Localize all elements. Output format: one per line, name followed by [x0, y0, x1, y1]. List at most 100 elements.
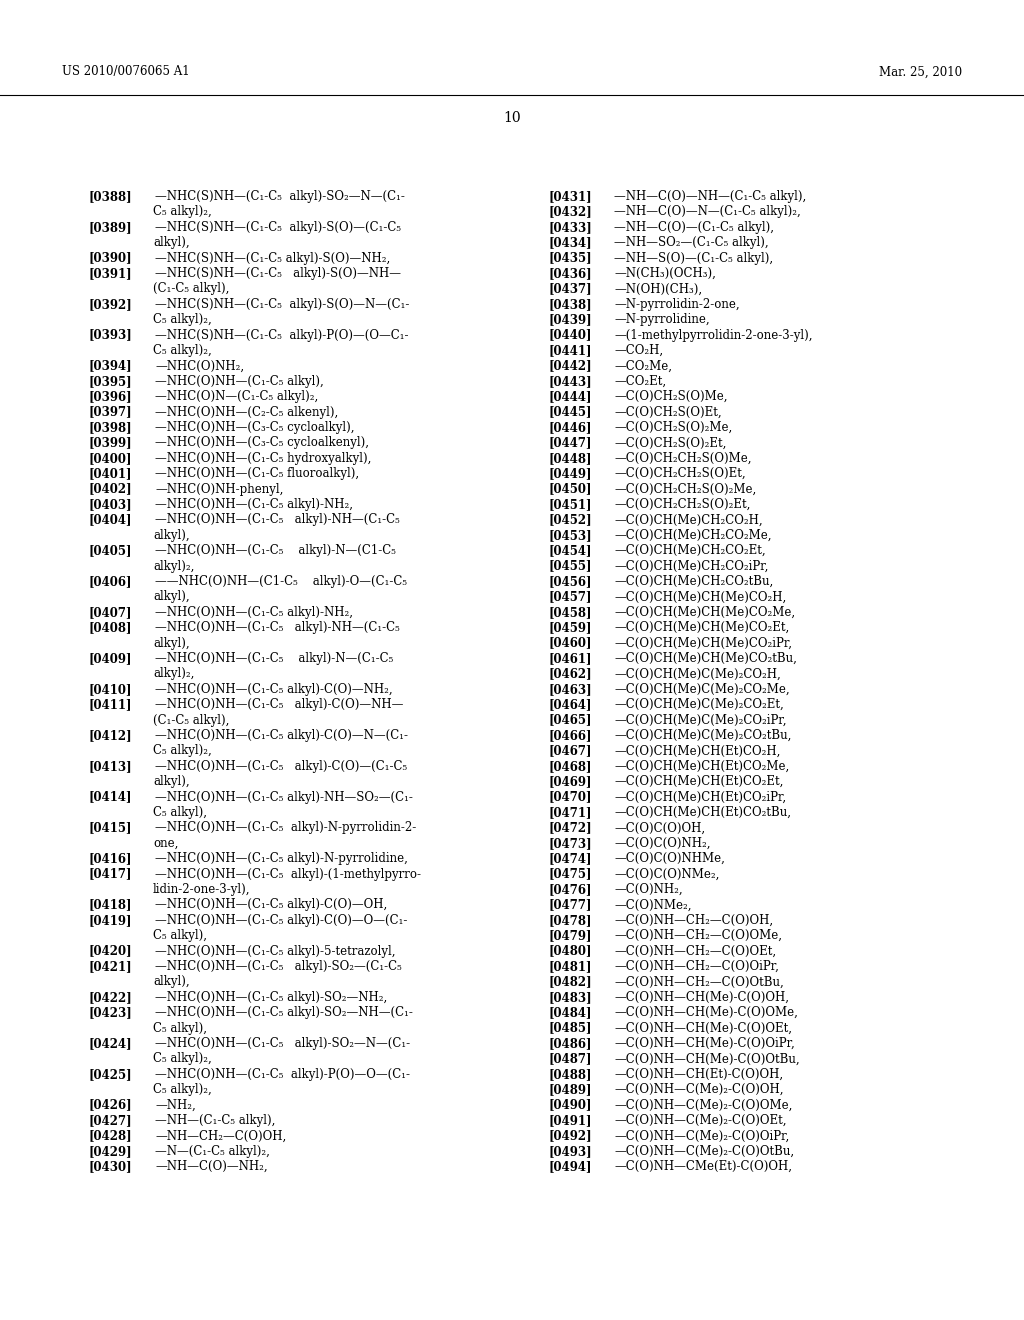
Text: alkyl),: alkyl), [153, 529, 189, 541]
Text: [0423]: [0423] [88, 1006, 132, 1019]
Text: —NHC(O)NH—(C₁-C₅    alkyl)-N—(C₁-C₅: —NHC(O)NH—(C₁-C₅ alkyl)-N—(C₁-C₅ [155, 652, 393, 665]
Text: —NH—S(O)—(C₁-C₅ alkyl),: —NH—S(O)—(C₁-C₅ alkyl), [614, 252, 773, 264]
Text: [0456]: [0456] [548, 576, 592, 587]
Text: [0422]: [0422] [88, 991, 132, 1003]
Text: [0421]: [0421] [88, 960, 132, 973]
Text: [0481]: [0481] [548, 960, 592, 973]
Text: —NHC(O)NH—(C₁-C₅    alkyl)-N—(C1-C₅: —NHC(O)NH—(C₁-C₅ alkyl)-N—(C1-C₅ [155, 544, 396, 557]
Text: —NH—C(O)—N—(C₁-C₅ alkyl)₂,: —NH—C(O)—N—(C₁-C₅ alkyl)₂, [614, 206, 801, 218]
Text: Mar. 25, 2010: Mar. 25, 2010 [879, 66, 962, 78]
Text: —NHC(O)NH—(C₂-C₅ alkenyl),: —NHC(O)NH—(C₂-C₅ alkenyl), [155, 405, 338, 418]
Text: —NH—(C₁-C₅ alkyl),: —NH—(C₁-C₅ alkyl), [155, 1114, 275, 1127]
Text: [0459]: [0459] [548, 622, 592, 634]
Text: —NHC(O)NH—(C₁-C₅ alkyl)-NH₂,: —NHC(O)NH—(C₁-C₅ alkyl)-NH₂, [155, 498, 353, 511]
Text: —C(O)CH(Me)CH₂CO₂iPr,: —C(O)CH(Me)CH₂CO₂iPr, [614, 560, 768, 573]
Text: [0413]: [0413] [88, 760, 132, 772]
Text: —NHC(O)NH—(C₁-C₅ alkyl)-NH—SO₂—(C₁-: —NHC(O)NH—(C₁-C₅ alkyl)-NH—SO₂—(C₁- [155, 791, 413, 804]
Text: —NHC(S)NH—(C₁-C₅  alkyl)-S(O)—(C₁-C₅: —NHC(S)NH—(C₁-C₅ alkyl)-S(O)—(C₁-C₅ [155, 220, 401, 234]
Text: —C(O)NH—CH₂—C(O)OMe,: —C(O)NH—CH₂—C(O)OMe, [614, 929, 782, 942]
Text: —C(O)NH—CMe(Et)-C(O)OH,: —C(O)NH—CMe(Et)-C(O)OH, [614, 1160, 792, 1173]
Text: —NHC(O)NH₂,: —NHC(O)NH₂, [155, 359, 244, 372]
Text: alkyl),: alkyl), [153, 236, 189, 249]
Text: [0457]: [0457] [548, 590, 592, 603]
Text: —C(O)CH(Me)C(Me)₂CO₂tBu,: —C(O)CH(Me)C(Me)₂CO₂tBu, [614, 729, 792, 742]
Text: —N(CH₃)(OCH₃),: —N(CH₃)(OCH₃), [614, 267, 716, 280]
Text: —NHC(O)NH—(C₁-C₅   alkyl)-SO₂—N—(C₁-: —NHC(O)NH—(C₁-C₅ alkyl)-SO₂—N—(C₁- [155, 1038, 411, 1049]
Text: —NH—C(O)—NH₂,: —NH—C(O)—NH₂, [155, 1160, 267, 1173]
Text: [0389]: [0389] [88, 220, 132, 234]
Text: [0403]: [0403] [88, 498, 132, 511]
Text: [0452]: [0452] [548, 513, 592, 527]
Text: —CO₂Et,: —CO₂Et, [614, 375, 667, 388]
Text: —C(O)CH(Me)C(Me)₂CO₂Me,: —C(O)CH(Me)C(Me)₂CO₂Me, [614, 682, 790, 696]
Text: [0393]: [0393] [88, 329, 132, 342]
Text: —CO₂H,: —CO₂H, [614, 345, 664, 356]
Text: —NHC(S)NH—(C₁-C₅   alkyl)-S(O)—NH—: —NHC(S)NH—(C₁-C₅ alkyl)-S(O)—NH— [155, 267, 401, 280]
Text: —N(OH)(CH₃),: —N(OH)(CH₃), [614, 282, 702, 296]
Text: [0432]: [0432] [548, 206, 592, 218]
Text: C₅ alkyl)₂,: C₅ alkyl)₂, [153, 313, 212, 326]
Text: —C(O)CH(Me)CH(Me)CO₂Et,: —C(O)CH(Me)CH(Me)CO₂Et, [614, 622, 790, 634]
Text: [0455]: [0455] [548, 560, 592, 573]
Text: —C(O)NH—C(Me)₂-C(O)OEt,: —C(O)NH—C(Me)₂-C(O)OEt, [614, 1114, 786, 1127]
Text: [0401]: [0401] [88, 467, 131, 480]
Text: [0478]: [0478] [548, 913, 592, 927]
Text: —NHC(O)NH—(C₁-C₅   alkyl)-SO₂—(C₁-C₅: —NHC(O)NH—(C₁-C₅ alkyl)-SO₂—(C₁-C₅ [155, 960, 401, 973]
Text: —C(O)CH(Me)CH(Et)CO₂tBu,: —C(O)CH(Me)CH(Et)CO₂tBu, [614, 807, 791, 818]
Text: [0441]: [0441] [548, 345, 592, 356]
Text: [0408]: [0408] [88, 622, 131, 634]
Text: —C(O)NH—C(Me)₂-C(O)OiPr,: —C(O)NH—C(Me)₂-C(O)OiPr, [614, 1130, 790, 1142]
Text: [0443]: [0443] [548, 375, 592, 388]
Text: —C(O)CH(Me)CH(Me)CO₂tBu,: —C(O)CH(Me)CH(Me)CO₂tBu, [614, 652, 797, 665]
Text: [0392]: [0392] [88, 298, 132, 310]
Text: —NH₂,: —NH₂, [155, 1098, 196, 1111]
Text: [0405]: [0405] [88, 544, 131, 557]
Text: [0433]: [0433] [548, 220, 592, 234]
Text: [0476]: [0476] [548, 883, 592, 896]
Text: —C(O)CH(Me)CH₂CO₂H,: —C(O)CH(Me)CH₂CO₂H, [614, 513, 763, 527]
Text: —C(O)CH(Me)C(Me)₂CO₂H,: —C(O)CH(Me)C(Me)₂CO₂H, [614, 668, 780, 680]
Text: —NHC(O)NH—(C₁-C₅ alkyl)-C(O)—OH,: —NHC(O)NH—(C₁-C₅ alkyl)-C(O)—OH, [155, 899, 387, 911]
Text: —NH—CH₂—C(O)OH,: —NH—CH₂—C(O)OH, [155, 1130, 287, 1142]
Text: [0416]: [0416] [88, 853, 131, 865]
Text: [0428]: [0428] [88, 1130, 132, 1142]
Text: —C(O)NH—C(Me)₂-C(O)OH,: —C(O)NH—C(Me)₂-C(O)OH, [614, 1084, 783, 1096]
Text: [0461]: [0461] [548, 652, 592, 665]
Text: [0483]: [0483] [548, 991, 592, 1003]
Text: [0471]: [0471] [548, 807, 592, 818]
Text: —C(O)CH(Me)CH(Me)CO₂iPr,: —C(O)CH(Me)CH(Me)CO₂iPr, [614, 636, 792, 649]
Text: —C(O)NH—C(Me)₂-C(O)OMe,: —C(O)NH—C(Me)₂-C(O)OMe, [614, 1098, 793, 1111]
Text: [0489]: [0489] [548, 1084, 592, 1096]
Text: —C(O)CH₂S(O)Me,: —C(O)CH₂S(O)Me, [614, 391, 727, 403]
Text: [0414]: [0414] [88, 791, 131, 804]
Text: [0468]: [0468] [548, 760, 592, 772]
Text: [0409]: [0409] [88, 652, 131, 665]
Text: —NHC(O)NH—(C₁-C₅   alkyl)-NH—(C₁-C₅: —NHC(O)NH—(C₁-C₅ alkyl)-NH—(C₁-C₅ [155, 622, 399, 634]
Text: alkyl),: alkyl), [153, 590, 189, 603]
Text: —NH—SO₂—(C₁-C₅ alkyl),: —NH—SO₂—(C₁-C₅ alkyl), [614, 236, 769, 249]
Text: [0460]: [0460] [548, 636, 592, 649]
Text: C₅ alkyl)₂,: C₅ alkyl)₂, [153, 1052, 212, 1065]
Text: C₅ alkyl),: C₅ alkyl), [153, 929, 207, 942]
Text: —NHC(O)NH—(C₁-C₅ alkyl)-NH₂,: —NHC(O)NH—(C₁-C₅ alkyl)-NH₂, [155, 606, 353, 619]
Text: [0493]: [0493] [548, 1144, 592, 1158]
Text: —C(O)NH—CH₂—C(O)OtBu,: —C(O)NH—CH₂—C(O)OtBu, [614, 975, 783, 989]
Text: —C(O)NH—CH(Et)-C(O)OH,: —C(O)NH—CH(Et)-C(O)OH, [614, 1068, 783, 1081]
Text: C₅ alkyl),: C₅ alkyl), [153, 807, 207, 818]
Text: [0391]: [0391] [88, 267, 132, 280]
Text: [0470]: [0470] [548, 791, 592, 804]
Text: US 2010/0076065 A1: US 2010/0076065 A1 [62, 66, 189, 78]
Text: [0431]: [0431] [548, 190, 592, 203]
Text: [0407]: [0407] [88, 606, 131, 619]
Text: [0395]: [0395] [88, 375, 132, 388]
Text: —N—(C₁-C₅ alkyl)₂,: —N—(C₁-C₅ alkyl)₂, [155, 1144, 270, 1158]
Text: [0418]: [0418] [88, 899, 131, 911]
Text: [0436]: [0436] [548, 267, 592, 280]
Text: [0482]: [0482] [548, 975, 592, 989]
Text: —NHC(O)NH—(C₁-C₅ fluoroalkyl),: —NHC(O)NH—(C₁-C₅ fluoroalkyl), [155, 467, 359, 480]
Text: —C(O)CH(Me)CH₂CO₂Et,: —C(O)CH(Me)CH₂CO₂Et, [614, 544, 766, 557]
Text: —C(O)CH₂S(O)Et,: —C(O)CH₂S(O)Et, [614, 405, 722, 418]
Text: [0485]: [0485] [548, 1022, 592, 1035]
Text: [0445]: [0445] [548, 405, 592, 418]
Text: C₅ alkyl),: C₅ alkyl), [153, 1022, 207, 1035]
